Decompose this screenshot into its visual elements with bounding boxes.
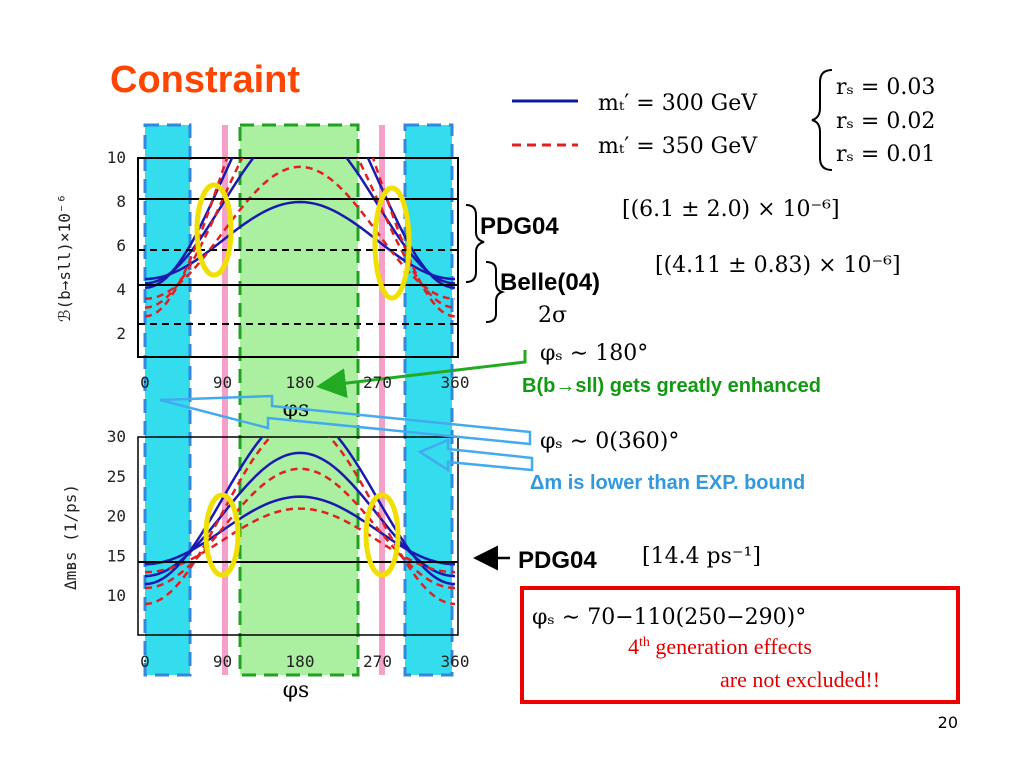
- arrow: [316, 350, 527, 399]
- phi-label: φₛ ∼ 180°: [540, 341, 648, 366]
- gen-sup: th: [639, 635, 650, 650]
- rs-label: rₛ = 0.03: [836, 75, 935, 100]
- sigma-label: 2σ: [538, 303, 567, 328]
- top-frame: [137, 157, 459, 358]
- bottom-curves: [144, 437, 456, 606]
- brace: [485, 261, 506, 323]
- arrow: [159, 394, 532, 446]
- y-tick-label: 15: [107, 546, 126, 565]
- curve: [144, 495, 456, 566]
- x-axis-label: φs: [283, 678, 310, 703]
- phi-label: φₛ ∼ 0(360)°: [540, 429, 679, 454]
- y-tick-label: 25: [107, 467, 126, 486]
- curve: [144, 165, 456, 301]
- highlight: [194, 182, 234, 278]
- legend-label: mₜ′ = 300 GeV: [598, 91, 758, 116]
- pdg-label: PDG04: [480, 213, 559, 240]
- y-tick-label: 6: [116, 236, 126, 255]
- phi-range: φₛ ∼ 70−110(250−290)°: [532, 605, 806, 630]
- conclusion-text: are not excluded!!: [720, 667, 880, 692]
- brace: [465, 204, 485, 283]
- x-tick-label: 270: [363, 652, 392, 671]
- title: Constraint: [110, 59, 300, 101]
- cyan-band: [403, 123, 454, 677]
- y-tick-label: 10: [107, 148, 126, 167]
- pink-band: [379, 125, 385, 675]
- arrow: [417, 438, 534, 473]
- pink-band: [222, 125, 228, 675]
- curve: [144, 158, 456, 309]
- highlight: [363, 492, 401, 578]
- belle-value: [(4.11 ± 0.83) × 10⁻⁶]: [655, 253, 901, 278]
- green-band: [238, 123, 360, 677]
- y-axis-label: ℬ(b→sll)×10⁻⁶: [55, 194, 74, 322]
- page-number: 20: [938, 713, 958, 732]
- curve: [144, 437, 456, 586]
- gen-text: generation effects: [650, 634, 812, 659]
- x-tick-label: 270: [363, 373, 392, 392]
- belle-label: Belle(04): [500, 269, 600, 296]
- x-tick-label: 360: [441, 652, 470, 671]
- conclusion-text: 4th generation effects: [628, 634, 812, 659]
- pdg-value: [(6.1 ± 2.0) × 10⁻⁶]: [622, 197, 840, 222]
- curve: [144, 437, 456, 606]
- conclusion-box: [520, 586, 960, 704]
- bottom-frame: [137, 436, 459, 636]
- x-tick-label: 360: [441, 373, 470, 392]
- brace: [811, 69, 833, 171]
- x-tick-label: 0: [140, 373, 150, 392]
- x-tick-label: 90: [213, 652, 232, 671]
- pdg-label: PDG04: [518, 547, 597, 574]
- rs-label: rₛ = 0.02: [836, 109, 935, 134]
- lower-note: Δm is lower than EXP. bound: [530, 472, 805, 494]
- curve: [144, 451, 456, 578]
- x-tick-label: 180: [286, 652, 315, 671]
- x-tick-label: 180: [286, 373, 315, 392]
- x-tick-label: 90: [213, 373, 232, 392]
- y-tick-label: 30: [107, 427, 126, 446]
- curve: [144, 200, 456, 281]
- y-axis-label: Δmʙs (1/ps): [61, 484, 80, 590]
- y-tick-label: 20: [107, 507, 126, 526]
- y-tick-label: 4: [116, 280, 126, 299]
- y-tick-label: 2: [116, 324, 126, 343]
- y-tick-label: 10: [107, 586, 126, 605]
- rs-label: rₛ = 0.01: [836, 142, 935, 167]
- x-tick-label: 0: [140, 652, 150, 671]
- enhanced-note: B(b→sll) gets greatly enhanced: [522, 375, 821, 397]
- gen-number: 4: [628, 634, 639, 659]
- highlight: [203, 492, 241, 578]
- y-tick-label: 8: [116, 192, 126, 211]
- pdg-value: [14.4 ps⁻¹]: [642, 544, 761, 569]
- highlight: [372, 185, 412, 301]
- legend-label: mₜ′ = 350 GeV: [598, 134, 758, 159]
